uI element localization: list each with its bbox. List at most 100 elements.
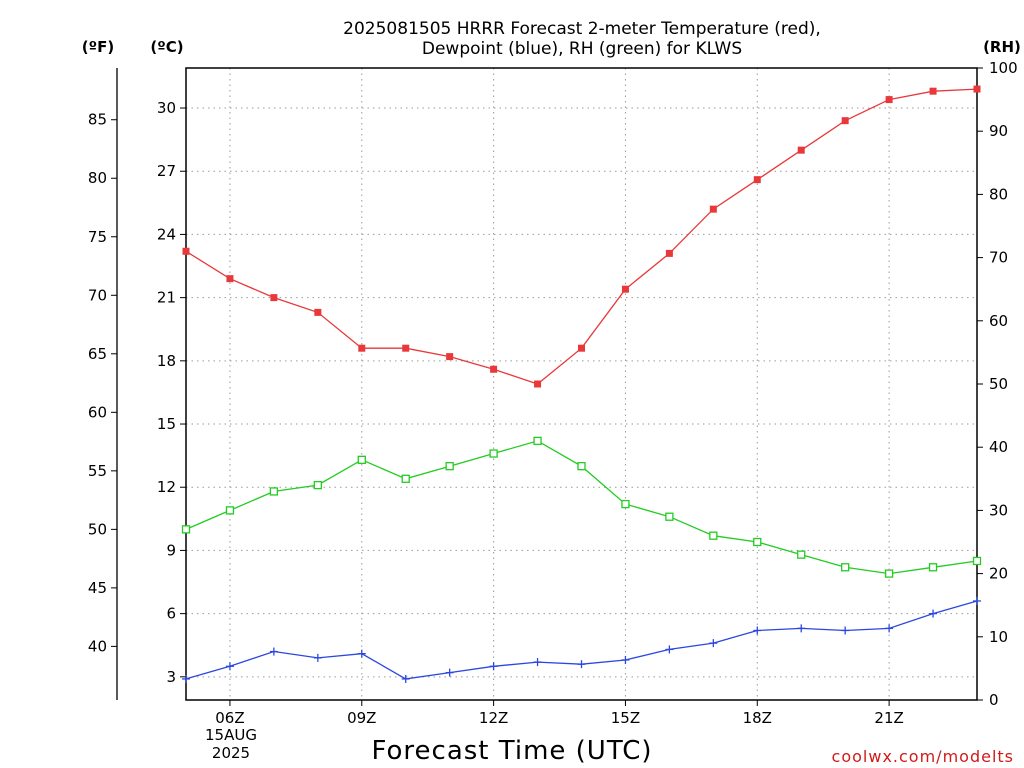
fahrenheit-tick-label: 70 <box>88 286 107 304</box>
x-tick-label: 15Z <box>611 709 640 727</box>
rh-tick-label: 70 <box>989 249 1008 267</box>
dewpoint-point <box>841 626 850 635</box>
celsius-tick-label: 12 <box>157 478 176 496</box>
x-tick-label: 21Z <box>874 709 903 727</box>
temperature-series <box>182 85 981 388</box>
rh-tick-label: 40 <box>989 438 1008 456</box>
fahrenheit-tick-label: 55 <box>88 462 107 480</box>
temperature-point <box>490 365 498 373</box>
temperature-point <box>709 205 717 213</box>
temperature-line <box>185 88 978 385</box>
temperature-point <box>885 96 893 104</box>
temperature-point <box>797 146 805 154</box>
rh-point <box>313 480 322 490</box>
dewpoint-point <box>401 674 410 683</box>
temperature-point <box>753 176 761 184</box>
chart-title-line1: 2025081505 HRRR Forecast 2-meter Tempera… <box>343 19 821 39</box>
temperature-point <box>534 380 542 388</box>
rh-point <box>401 474 410 483</box>
celsius-tick-label: 6 <box>166 605 176 623</box>
dewpoint-point <box>621 655 630 664</box>
temperature-point <box>929 87 937 95</box>
x-tick-label: 18Z <box>743 709 772 727</box>
fahrenheit-tick-label: 40 <box>88 637 107 655</box>
credit-text: coolwx.com/modelts <box>832 747 1014 766</box>
x-tick-label: 09Z <box>347 709 376 727</box>
rh-tick-label: 50 <box>989 375 1008 393</box>
rh-point <box>577 462 586 471</box>
fahrenheit-tick-label: 65 <box>88 345 107 363</box>
rh-point <box>357 455 366 464</box>
rh-point <box>489 449 498 458</box>
date-label-line1: 15AUG <box>205 726 257 744</box>
fahrenheit-unit-label: (ºF) <box>82 38 114 56</box>
dewpoint-point <box>665 645 674 654</box>
rh-point <box>533 436 542 446</box>
temperature-point <box>446 353 454 361</box>
rh-tick-label: 30 <box>989 501 1008 519</box>
celsius-tick-label: 30 <box>157 99 176 117</box>
rh-point <box>665 512 674 521</box>
rh-tick-label: 0 <box>989 691 999 709</box>
dewpoint-point <box>357 649 366 658</box>
grid-layer <box>186 68 977 700</box>
rh-tick-label: 20 <box>989 565 1008 583</box>
rh-line <box>185 440 978 575</box>
celsius-tick-label: 9 <box>166 541 176 559</box>
dewpoint-point <box>753 626 762 635</box>
rh-tick-label: 80 <box>989 185 1008 203</box>
temperature-point <box>578 344 585 352</box>
plot-frame <box>185 67 978 701</box>
temperature-point <box>973 85 981 93</box>
temperature-point <box>226 275 234 283</box>
rh-point <box>621 499 630 509</box>
rh-unit-label: (RH) <box>983 38 1021 56</box>
rh-point <box>928 563 938 572</box>
dewpoint-point <box>929 609 938 618</box>
dewpoint-point <box>489 662 498 671</box>
celsius-tick-label: 15 <box>157 415 176 433</box>
dewpoint-point <box>577 660 586 669</box>
rh-point <box>753 537 762 547</box>
fahrenheit-tick-label: 60 <box>88 403 107 421</box>
dewpoint-point <box>973 596 981 605</box>
x-axis-title: Forecast Time (UTC) <box>371 736 652 766</box>
rh-point <box>225 506 235 515</box>
x-tick-label: 12Z <box>479 709 508 727</box>
x-tick-label: 06Z <box>215 709 244 727</box>
rh-tick-label: 10 <box>989 628 1008 646</box>
temperature-point <box>182 247 190 255</box>
celsius-tick-label: 21 <box>157 289 176 307</box>
chart-title-line2: Dewpoint (blue), RH (green) for KLWS <box>422 39 742 59</box>
rh-point <box>709 531 718 540</box>
rh-point <box>269 487 279 496</box>
rh-point <box>797 550 806 559</box>
celsius-tick-label: 18 <box>157 352 176 370</box>
axes-layer: 06Z 09Z 12Z 15Z 18Z 21Z 3 6 9 12 15 18 21 24 27 30 40 45 5… <box>88 59 1018 727</box>
rh-point <box>884 569 894 578</box>
rh-tick-label: 60 <box>989 312 1008 330</box>
series-layer <box>181 85 982 683</box>
dewpoint-point <box>182 674 190 683</box>
celsius-tick-label: 27 <box>157 162 176 180</box>
temperature-point <box>270 294 278 302</box>
dewpoint-point <box>313 653 322 662</box>
fahrenheit-tick-label: 85 <box>88 111 107 129</box>
temperature-point <box>665 249 673 257</box>
dewpoint-point <box>797 624 806 633</box>
celsius-unit-label: (ºC) <box>150 38 183 56</box>
dewpoint-point <box>269 647 278 656</box>
celsius-tick-label: 3 <box>166 668 176 686</box>
temperature-point <box>358 344 366 352</box>
rh-point <box>841 563 850 572</box>
fahrenheit-tick-label: 75 <box>88 228 107 246</box>
temperature-point <box>841 117 849 125</box>
dewpoint-point <box>709 639 718 648</box>
rh-point <box>181 525 191 534</box>
temperature-point <box>402 344 410 352</box>
rh-series <box>181 436 982 578</box>
rh-point <box>972 556 982 566</box>
rh-tick-label: 90 <box>989 122 1008 140</box>
rh-point <box>445 462 454 471</box>
